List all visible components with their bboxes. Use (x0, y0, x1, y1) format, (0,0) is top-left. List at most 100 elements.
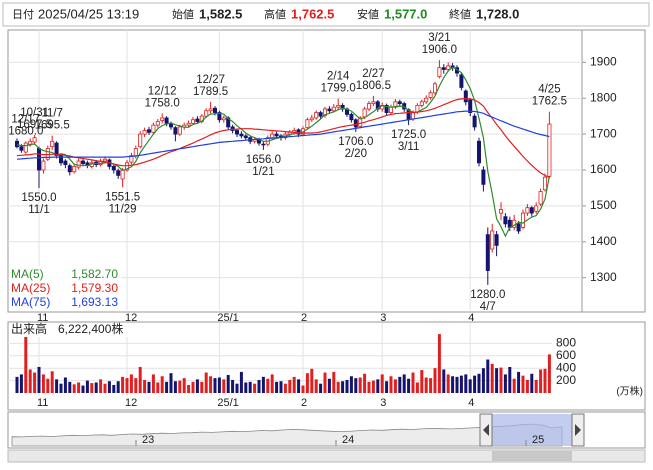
candle-body (446, 65, 451, 70)
navigator-label: 24 (342, 434, 354, 446)
volume-bar (380, 374, 384, 393)
low-value: 1,577.0 (384, 6, 427, 21)
annotation-date: 12/27 (196, 74, 225, 86)
x-tick-label: 12 (125, 397, 137, 409)
candle-body (503, 216, 508, 225)
candle-body (525, 207, 530, 214)
annotation-price: 1789.5 (193, 86, 228, 98)
candle-body (318, 112, 323, 117)
volume-bar (116, 381, 120, 393)
candle-body (212, 107, 217, 113)
volume-bar (41, 374, 45, 393)
candle-body (468, 99, 473, 113)
volume-bar (508, 366, 512, 393)
candle-body (67, 165, 72, 173)
candle-body (270, 133, 275, 139)
candle-body (432, 83, 437, 94)
candle-body (331, 106, 336, 112)
candle-body (111, 166, 116, 171)
candle-body (296, 129, 301, 135)
candle-body (419, 101, 424, 106)
candle-body (72, 166, 77, 173)
candle-body (243, 135, 248, 139)
candle-body (133, 148, 138, 157)
volume-bar (253, 383, 257, 393)
volume-bar (134, 378, 138, 393)
volume-bar (490, 363, 494, 393)
candle-body (204, 110, 209, 117)
annotation-date: 11/7 (41, 108, 63, 120)
volume-bar (187, 384, 191, 393)
volume-bar (358, 377, 362, 393)
volume-tick-label: 400 (556, 360, 576, 374)
high-value: 1,762.5 (291, 6, 334, 21)
candle-body (221, 117, 226, 121)
volume-bar (270, 374, 274, 393)
annotation-price: 1656.0 (246, 154, 281, 166)
volume-bar (217, 377, 221, 393)
volume-bar (178, 380, 182, 393)
volume-bar (468, 379, 472, 393)
plot-layer: 1300 1400 1500 1600 1700 1800 1900 200400600800… (8, 30, 643, 447)
candle-body (19, 146, 24, 151)
ma-legend-value: 1,582.70 (71, 267, 118, 281)
annotation-date: 1/21 (252, 166, 274, 178)
candle-body (239, 133, 244, 137)
volume-bar (363, 373, 367, 393)
annotation-date: 12/12 (148, 85, 177, 97)
ma-line (16, 110, 550, 160)
ma-legend-name: MA(25) (11, 281, 50, 295)
volume-bar (125, 378, 129, 393)
candle-body (190, 119, 195, 124)
volume-bar (486, 359, 490, 393)
annotation-price: 1697.5 (17, 119, 52, 131)
volume-bar (442, 369, 446, 393)
candle-body (393, 101, 398, 108)
volume-bar (257, 379, 261, 393)
y-tick-label: 1300 (590, 270, 617, 284)
close-value: 1,728.0 (476, 6, 519, 21)
x-tick-label: 2 (301, 312, 307, 324)
volume-bar (94, 382, 98, 393)
candle-body (234, 130, 239, 135)
candle-body (371, 101, 376, 104)
candle-body (28, 140, 33, 145)
volume-bar (420, 370, 424, 393)
annotation-date: 2/27 (362, 68, 384, 80)
candle-body (146, 129, 151, 133)
candle-body (155, 121, 160, 126)
candle-body (305, 119, 310, 129)
annotation-price: 1799.0 (321, 83, 356, 95)
volume-bar (59, 383, 63, 393)
candle-body (314, 112, 319, 119)
volume-bar (266, 378, 270, 393)
volume-bar (165, 381, 169, 393)
candle-body (32, 137, 37, 143)
volume-bar (33, 372, 37, 393)
scroll-thumb[interactable] (492, 451, 572, 461)
candle-body (45, 148, 50, 160)
volume-bar (393, 379, 397, 393)
volume-bar (539, 369, 543, 393)
annotation-date: 11/1 (28, 204, 50, 216)
candle-body (428, 92, 433, 98)
candle-body (327, 108, 332, 112)
candle-body (547, 123, 552, 177)
annotation-date: 3/11 (398, 141, 420, 153)
low-label: 安値 (357, 7, 379, 21)
ma-legend-name: MA(75) (11, 295, 50, 309)
candle-body (76, 160, 81, 168)
datetime: 2025/04/25 13:19 (38, 6, 139, 21)
volume-bar (191, 381, 195, 393)
volume-bar (261, 376, 265, 393)
volume-bar (235, 383, 239, 393)
x-tick-label: 2 (301, 397, 307, 409)
volume-bar (477, 373, 481, 393)
annotation-date: 3/21 (428, 32, 450, 44)
volume-bar (173, 381, 177, 393)
candle-body (54, 142, 59, 157)
scrollbar[interactable] (7, 449, 646, 463)
volume-bar (547, 354, 551, 393)
candle-body (142, 130, 147, 135)
